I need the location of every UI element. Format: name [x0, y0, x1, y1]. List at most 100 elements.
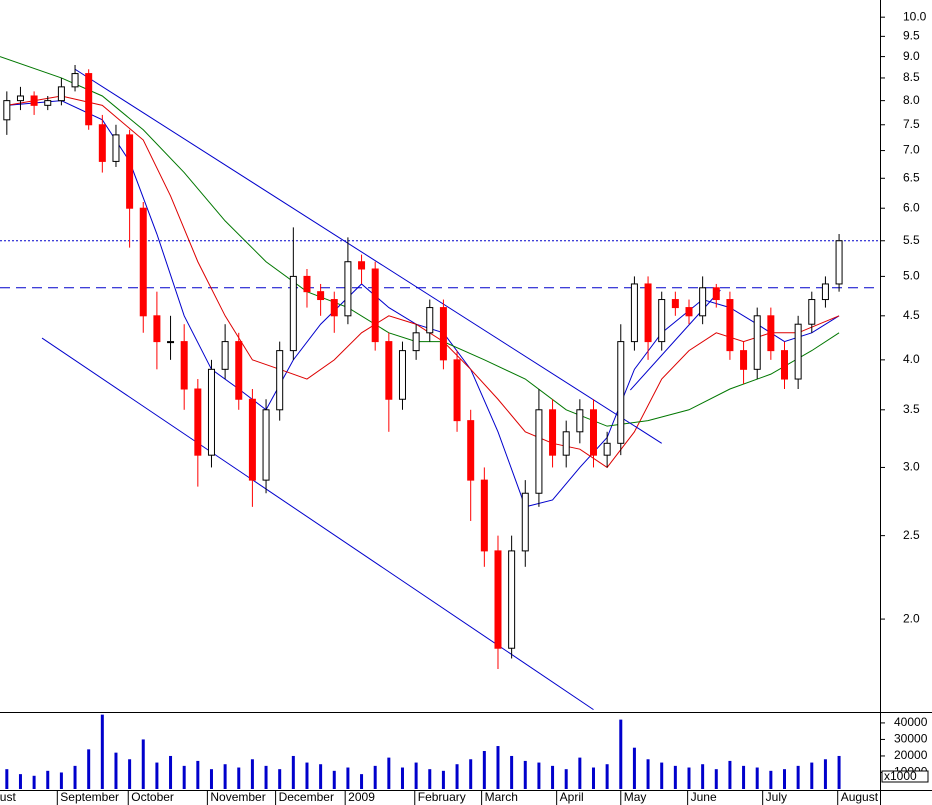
volume-bar	[332, 770, 336, 789]
candle-body	[235, 341, 243, 400]
month-label: May	[624, 790, 647, 804]
volume-bar	[73, 765, 77, 789]
candle-body	[753, 315, 761, 370]
volume-bar	[455, 764, 459, 789]
candle-body	[821, 283, 829, 301]
candle-body	[44, 100, 52, 106]
volume-bar	[551, 765, 555, 789]
candle-body	[767, 315, 775, 352]
y-tick-label: 4.0	[903, 352, 920, 366]
volume-bar	[100, 714, 104, 789]
volume-unit: x1000	[884, 769, 917, 783]
volume-bar	[537, 762, 541, 789]
month-label: December	[279, 790, 334, 804]
y-tick-label: 4.5	[903, 308, 920, 322]
volume-bar	[755, 767, 759, 789]
volume-bar	[400, 767, 404, 789]
candle-body	[603, 442, 611, 456]
month-label: April	[560, 790, 584, 804]
volume-bar	[387, 757, 391, 789]
candle-body	[180, 341, 188, 390]
volume-bar	[46, 770, 50, 789]
volume-bar	[128, 759, 132, 789]
candle-body	[385, 341, 393, 400]
trendline	[41, 337, 594, 711]
volume-bar	[291, 755, 295, 789]
volume-bar	[673, 765, 677, 789]
candle-body	[139, 207, 147, 317]
volume-bar	[660, 762, 664, 789]
volume-bar	[319, 764, 323, 789]
volume-bar	[223, 764, 227, 789]
volume-bar	[619, 719, 623, 789]
candle-body	[494, 550, 502, 649]
volume-bar	[469, 759, 473, 789]
volume-bar	[155, 762, 159, 789]
volume-bar	[182, 765, 186, 789]
month-label: July	[766, 790, 787, 804]
candle-body	[194, 388, 202, 456]
volume-bar	[209, 769, 213, 789]
month-label: March	[485, 790, 518, 804]
candle-body	[644, 283, 652, 343]
y-tick-label: 8.0	[903, 93, 920, 107]
candle-body	[85, 73, 93, 126]
volume-bar	[59, 772, 63, 789]
candle-body	[57, 86, 65, 102]
candle-body	[658, 299, 666, 343]
candle-body	[112, 134, 120, 162]
volume-bar	[237, 767, 241, 789]
candle-body	[480, 479, 488, 552]
candle-body	[521, 492, 529, 552]
volume-bar	[742, 765, 746, 789]
candle-body	[617, 341, 625, 444]
volume-bar	[823, 759, 827, 789]
volume-unit-box	[881, 770, 929, 783]
candle-body	[426, 307, 434, 334]
trendline	[74, 68, 662, 444]
volume-tick-label: 20000	[894, 748, 928, 762]
y-tick-label: 8.5	[903, 70, 920, 84]
volume-bar	[591, 767, 595, 789]
candle-body	[576, 409, 584, 433]
volume-bar	[837, 755, 841, 789]
candle-body	[126, 134, 134, 209]
volume-bar	[87, 749, 91, 789]
candle-body	[167, 341, 175, 344]
y-tick-label: 2.5	[903, 528, 920, 542]
volume-bar	[632, 747, 636, 789]
month-label: August	[0, 790, 16, 804]
volume-bar	[605, 764, 609, 789]
candle-body	[453, 359, 461, 422]
month-label: September	[60, 790, 119, 804]
volume-bar	[169, 755, 173, 789]
volume-bar	[810, 762, 814, 789]
candle-body	[508, 550, 516, 649]
volume-bar	[796, 765, 800, 789]
volume-bar	[523, 760, 527, 789]
candle-body	[248, 398, 256, 481]
candle-body	[467, 420, 475, 481]
volume-bar	[5, 769, 9, 789]
candle-body	[330, 299, 338, 317]
candle-body	[98, 124, 106, 162]
volume-bar	[728, 760, 732, 789]
volume-bar	[264, 765, 268, 789]
candle-body	[412, 332, 420, 352]
volume-bar	[141, 739, 145, 789]
y-tick-label: 5.0	[903, 269, 920, 283]
candle-body	[808, 299, 816, 325]
candle-body	[439, 307, 447, 361]
candle-body	[344, 261, 352, 317]
candle-body	[317, 291, 325, 301]
volume-bar	[714, 769, 718, 789]
candle-body	[630, 283, 638, 343]
volume-bar	[32, 775, 36, 789]
candle-body	[16, 95, 24, 102]
candle-body	[562, 431, 570, 456]
volume-bar	[373, 765, 377, 789]
volume-bar	[510, 755, 514, 789]
volume-bar	[646, 759, 650, 789]
y-tick-label: 6.0	[903, 200, 920, 214]
